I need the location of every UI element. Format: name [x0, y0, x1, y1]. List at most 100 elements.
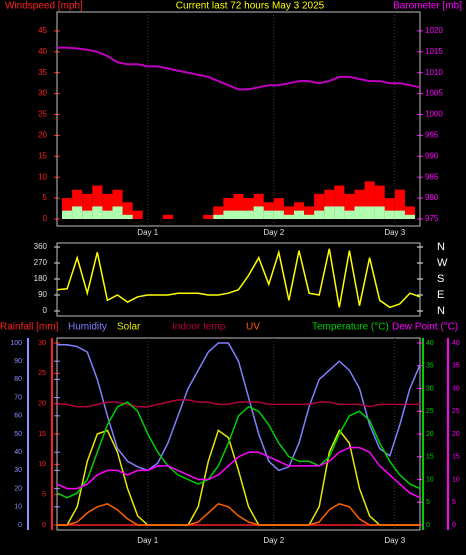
legend-entry: Temperature (°C): [312, 322, 389, 333]
tick-label: 980: [425, 193, 439, 202]
x-tick-label: Day 2: [263, 536, 284, 545]
tick-label: 5: [42, 492, 46, 499]
bar: [223, 210, 234, 219]
tick-label: 45: [38, 26, 47, 35]
bar: [304, 206, 315, 219]
tick-label: 100: [10, 340, 22, 347]
bar: [394, 210, 405, 219]
bar: [334, 206, 345, 219]
bar: [62, 210, 73, 219]
tick-label: 995: [425, 131, 439, 140]
bar: [354, 206, 365, 219]
tick-label: N: [437, 241, 445, 253]
tick-label: 1020: [425, 26, 443, 35]
bar: [364, 206, 375, 219]
chart-title: Current last 72 hours May 3 2025: [176, 1, 325, 12]
tick-label: 1005: [425, 89, 443, 98]
series-line: [56, 401, 421, 499]
tick-label: 20: [452, 431, 460, 438]
tick-label: 0: [18, 522, 22, 529]
plot-frame: [56, 11, 421, 227]
tick-label: 10: [14, 504, 22, 511]
bar: [374, 206, 385, 219]
bar: [92, 185, 103, 219]
bar: [314, 210, 325, 219]
bar: [243, 198, 254, 219]
bar: [162, 214, 173, 219]
tick-label: 5: [452, 499, 456, 506]
tick-label: 30: [452, 385, 460, 392]
tick-label: 10: [38, 461, 46, 468]
bar: [273, 198, 284, 219]
tick-label: 35: [452, 363, 460, 370]
bar: [334, 185, 345, 219]
legend-entry: Indoor temp: [172, 322, 226, 333]
x-tick-label: Day 1: [137, 228, 158, 237]
series-line: [57, 46, 421, 91]
bar: [253, 193, 264, 219]
tick-label: 5: [43, 193, 48, 202]
tick-label: 0: [43, 306, 48, 315]
bar: [72, 189, 83, 219]
tick-label: 60: [14, 413, 22, 420]
bar: [404, 206, 415, 219]
tick-label: 1000: [425, 110, 443, 119]
legend-entry: UV: [246, 322, 260, 333]
tick-label: 5: [426, 499, 430, 506]
bar: [213, 206, 224, 219]
bar: [82, 193, 93, 219]
bar: [132, 210, 143, 219]
tick-label: 25: [426, 408, 434, 415]
tick-label: 1010: [425, 68, 443, 77]
x-tick-label: Day 3: [384, 228, 405, 237]
tick-label: 90: [14, 358, 22, 365]
bar: [354, 189, 365, 219]
bar: [243, 210, 254, 219]
tick-label: N: [437, 305, 445, 317]
y-axis-title: Windspeed [mph]: [5, 1, 83, 12]
bar: [122, 214, 133, 219]
bar: [72, 206, 83, 219]
tick-label: 30: [426, 385, 434, 392]
tick-label: 10: [452, 476, 460, 483]
bar: [324, 189, 335, 219]
plot-frame: [56, 242, 421, 317]
legend-entry: Dew Point (°C): [392, 322, 458, 333]
series-line: [57, 342, 421, 472]
bar: [344, 193, 355, 219]
tick-label: 30: [38, 89, 47, 98]
tick-label: 990: [425, 151, 439, 160]
tick-label: 40: [38, 47, 47, 56]
tick-label: 0: [42, 522, 46, 529]
y2-axis-title: Barometer [mb]: [393, 1, 462, 12]
tick-label: E: [437, 289, 444, 301]
bar: [253, 206, 264, 219]
bar: [293, 210, 305, 219]
tick-label: 30: [38, 340, 46, 347]
tick-label: 30: [14, 467, 22, 474]
tick-label: 25: [38, 110, 47, 119]
tick-label: 25: [38, 370, 46, 377]
bar: [384, 198, 395, 219]
bar: [263, 210, 274, 219]
bar: [283, 214, 294, 219]
tick-label: 0: [43, 214, 48, 223]
bar: [394, 189, 405, 219]
legend-entry: Humidity: [68, 322, 107, 333]
tick-label: 10: [426, 476, 434, 483]
tick-label: 40: [452, 340, 460, 347]
bar: [102, 193, 113, 219]
tick-label: W: [437, 257, 448, 269]
tick-label: 50: [14, 431, 22, 438]
x-tick-label: Day 3: [384, 536, 405, 545]
tick-label: 20: [38, 401, 46, 408]
tick-label: 15: [38, 431, 46, 438]
tick-label: 80: [14, 376, 22, 383]
x-tick-label: Day 2: [263, 228, 284, 237]
tick-label: 25: [452, 408, 460, 415]
series-line: [57, 502, 420, 526]
tick-label: 35: [38, 68, 47, 77]
tick-label: 0: [426, 522, 430, 529]
bar: [344, 210, 355, 219]
